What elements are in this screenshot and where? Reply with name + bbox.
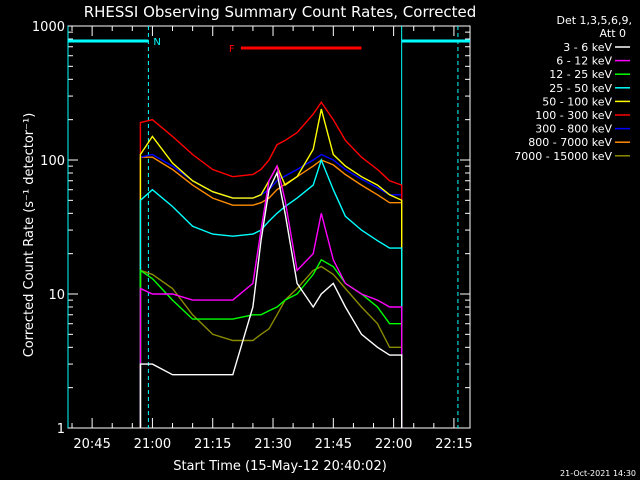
series-line-5 xyxy=(139,100,403,428)
x-tick-label: 21:00 xyxy=(134,437,171,452)
legend-label: 800 - 7000 keV xyxy=(528,136,612,149)
legend-label: 50 - 100 keV xyxy=(542,95,612,108)
series-line-8 xyxy=(139,265,403,428)
y-axis: 1 10 100 1000 xyxy=(32,20,470,437)
y-tick-label: 10 xyxy=(48,288,65,303)
legend-header-line-1: Det 1,3,5,6,9, xyxy=(556,14,632,27)
night-flare-markers: NF xyxy=(67,26,470,428)
x-tick-label: 22:00 xyxy=(375,437,412,452)
series-line-2 xyxy=(139,258,403,428)
chart-title: RHESSI Observing Summary Count Rates, Co… xyxy=(84,3,477,21)
series-line-3 xyxy=(139,157,403,428)
flare-label: F xyxy=(229,44,235,55)
x-tick-label: 21:45 xyxy=(315,437,352,452)
series-line-1 xyxy=(139,164,403,428)
footer-date: 21-Oct-2021 14:30 xyxy=(560,469,636,478)
x-axis-label: Start Time (15-May-12 20:40:02) xyxy=(173,459,387,474)
series-line-0 xyxy=(139,170,403,428)
legend-label: 12 - 25 keV xyxy=(549,68,612,81)
plot-frame xyxy=(67,25,471,429)
y-axis-label: Corrected Count Rate (s⁻¹ detector⁻¹) xyxy=(22,113,37,358)
x-tick-label: 22:15 xyxy=(435,437,472,452)
y-tick-label: 1000 xyxy=(32,20,65,35)
legend-label: 7000 - 15000 keV xyxy=(514,150,612,163)
x-tick-label: 21:15 xyxy=(194,437,231,452)
series-line-7 xyxy=(139,156,403,428)
x-tick-label: 20:45 xyxy=(73,437,110,452)
legend-label: 6 - 12 keV xyxy=(556,55,612,68)
series-layer xyxy=(139,100,403,428)
legend-label: 300 - 800 keV xyxy=(535,123,612,136)
series-line-4 xyxy=(139,108,403,428)
legend-label: 25 - 50 keV xyxy=(549,82,612,95)
plot-area xyxy=(67,25,471,429)
legend-header-line-2: Att 0 xyxy=(600,27,626,40)
y-tick-label: 1 xyxy=(57,422,65,437)
series-line-6 xyxy=(139,153,403,428)
y-tick-label: 100 xyxy=(40,154,65,169)
x-tick-label: 21:30 xyxy=(254,437,291,452)
legend-label: 100 - 300 keV xyxy=(535,109,612,122)
night-label: N xyxy=(153,37,160,48)
legend-label: 3 - 6 keV xyxy=(563,41,612,54)
x-axis: 20:45 21:00 21:15 21:30 21:45 22:00 22:15 xyxy=(71,26,473,452)
